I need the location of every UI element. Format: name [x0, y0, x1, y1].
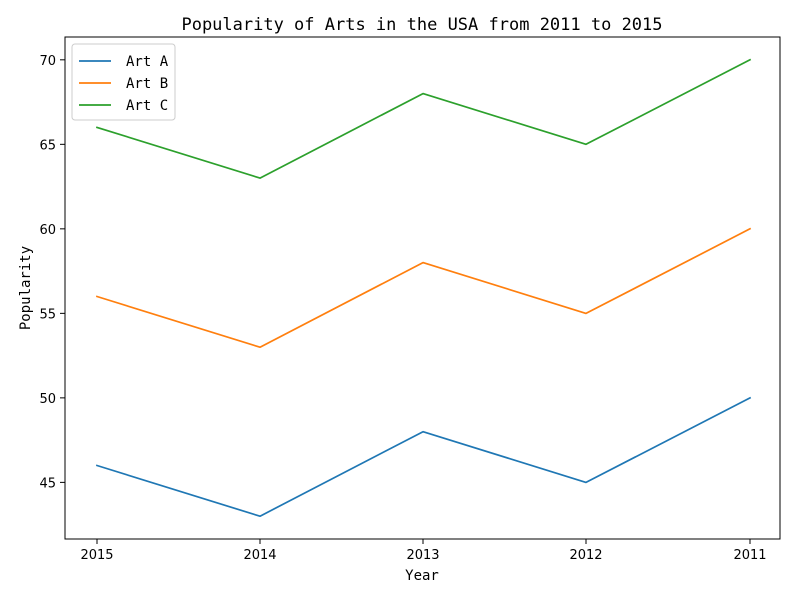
series-line-art-c — [95, 58, 752, 179]
y-tick-label: 60 — [39, 223, 56, 238]
legend-label-art-a: Art A — [126, 54, 169, 70]
x-tick-label: 2013 — [406, 548, 439, 563]
y-tick-label: 70 — [39, 54, 56, 69]
chart-title: Popularity of Arts in the USA from 2011 … — [181, 15, 662, 35]
x-tick-label: 2014 — [243, 548, 276, 563]
y-tick-label: 45 — [39, 476, 56, 491]
x-tick-label: 2011 — [733, 548, 766, 563]
legend: Art A Art B Art C — [71, 43, 176, 121]
x-tick-label: 2015 — [80, 548, 113, 563]
plot-frame — [64, 36, 781, 540]
y-axis-label: Popularity — [18, 246, 34, 330]
y-tick-label: 50 — [39, 392, 56, 407]
legend-label-art-b: Art B — [126, 76, 168, 92]
y-tick-label: 55 — [39, 307, 56, 322]
ticks-layer: 2015 2014 2013 2012 2011 45 50 55 60 65 70 — [39, 54, 766, 563]
x-tick-label: 2012 — [569, 548, 602, 563]
series-line-art-a — [95, 396, 752, 518]
legend-label-art-c: Art C — [126, 98, 168, 114]
legend-box — [71, 43, 176, 121]
series-line-art-b — [95, 227, 752, 349]
series-lines — [95, 58, 752, 518]
x-axis-label: Year — [405, 568, 439, 584]
y-tick-label: 65 — [39, 138, 56, 153]
